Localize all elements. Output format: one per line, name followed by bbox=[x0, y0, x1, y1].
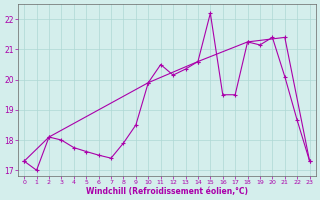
X-axis label: Windchill (Refroidissement éolien,°C): Windchill (Refroidissement éolien,°C) bbox=[86, 187, 248, 196]
